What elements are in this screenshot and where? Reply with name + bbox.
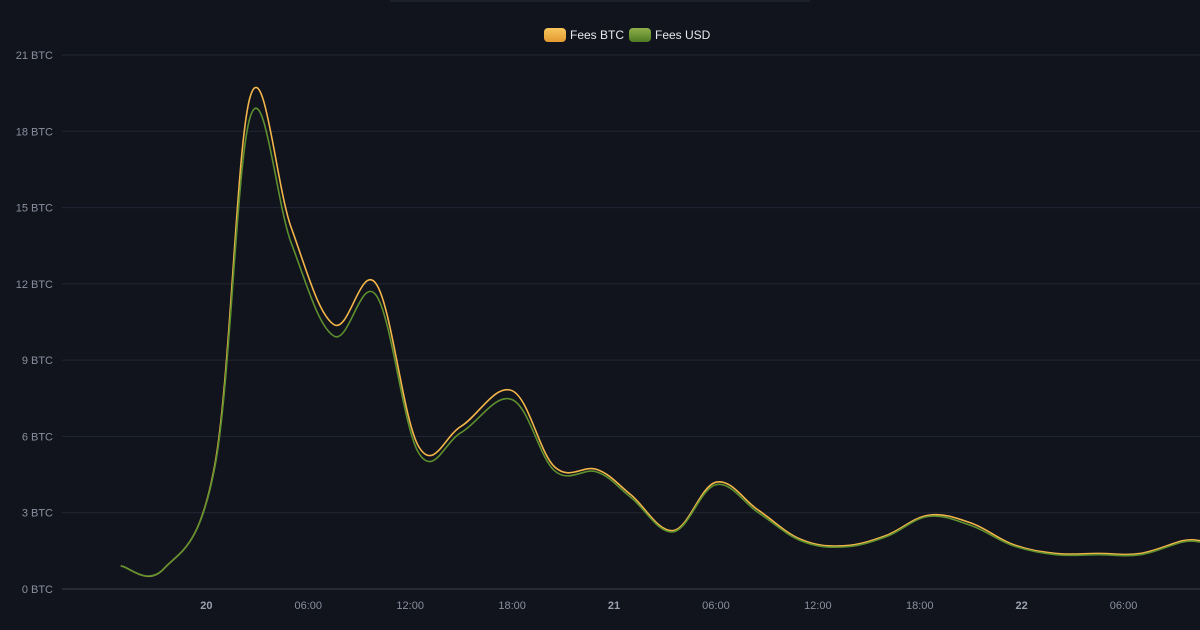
x-axis: 20 06:00 12:00 18:00 21 06:00 12:00 18:00 22 06:0…	[200, 600, 1137, 612]
series-lines	[120, 86, 1200, 577]
legend-item-fees-usd[interactable]: Fees USD	[629, 28, 711, 42]
legend[interactable]: Fees BTC Fees USD	[544, 28, 711, 42]
series-line-fees-btc	[120, 86, 1200, 577]
series-line-fees-usd	[120, 107, 1200, 577]
legend-item-fees-btc[interactable]: Fees BTC	[544, 28, 624, 42]
x-tick-label: 18:00	[498, 600, 526, 612]
legend-label: Fees BTC	[570, 28, 624, 42]
legend-swatch	[629, 28, 651, 42]
top-edge-bar	[390, 0, 810, 2]
y-tick-label: 21 BTC	[16, 50, 53, 62]
y-axis: 0 BTC 3 BTC 6 BTC 9 BTC 12 BTC 15 BTC 18 BTC 21…	[16, 50, 53, 596]
legend-label: Fees USD	[655, 28, 711, 42]
y-tick-label: 6 BTC	[22, 431, 53, 443]
y-tick-label: 15 BTC	[16, 203, 53, 215]
x-tick-label: 06:00	[702, 600, 730, 612]
legend-swatch	[544, 28, 566, 42]
x-tick-label: 18:00	[906, 600, 934, 612]
y-tick-label: 9 BTC	[22, 355, 53, 367]
x-tick-label: 21	[608, 600, 620, 612]
y-tick-label: 0 BTC	[22, 584, 53, 596]
y-tick-label: 3 BTC	[22, 508, 53, 520]
y-tick-label: 12 BTC	[16, 279, 53, 291]
x-tick-label: 06:00	[1110, 600, 1138, 612]
grid	[62, 54, 1200, 590]
x-tick-label: 06:00	[295, 600, 323, 612]
x-tick-label: 22	[1016, 600, 1028, 612]
x-tick-label: 20	[200, 600, 212, 612]
x-tick-label: 12:00	[804, 600, 832, 612]
x-tick-label: 12:00	[396, 600, 424, 612]
y-tick-label: 18 BTC	[16, 126, 53, 138]
